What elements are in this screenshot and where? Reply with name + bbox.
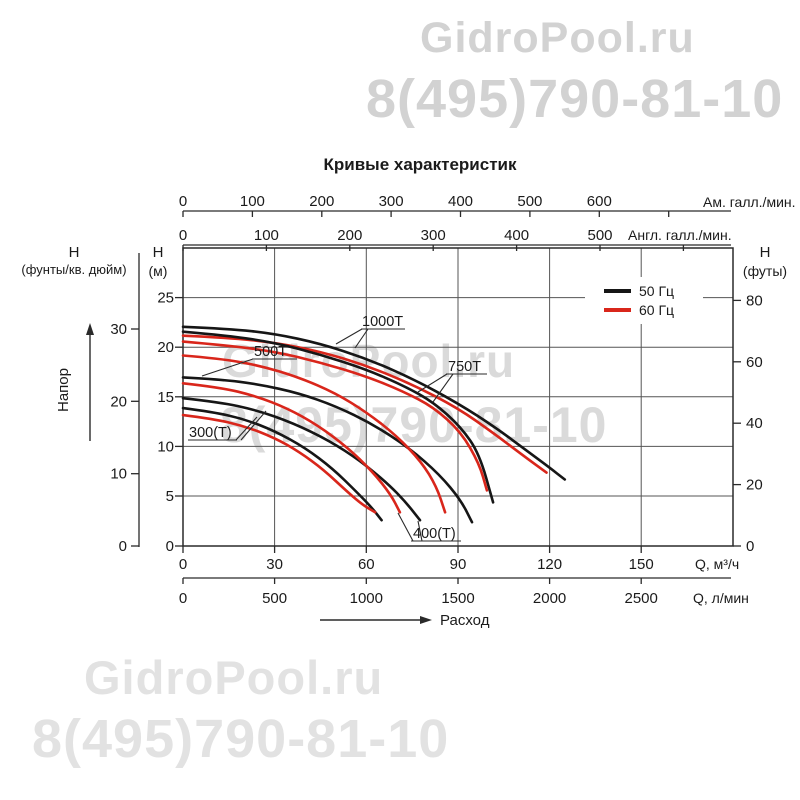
h-m-axis-name: H [153, 244, 164, 261]
axis-tick-label: 5 [166, 488, 174, 505]
axis-tick-label: 0 [119, 538, 127, 555]
imp-gpm-axis-unit: Англ. галл./мин. [628, 227, 732, 243]
axis-tick-label: 0 [179, 590, 187, 607]
legend-label-60hz: 60 Гц [639, 302, 674, 318]
axis-tick-label: 0 [166, 538, 174, 555]
pump-curve-300T-50hz [181, 406, 383, 522]
axis-tick-label: 0 [179, 556, 187, 573]
watermark-bottom-brand: GidroPool.ru [84, 651, 384, 704]
h-m-axis-sub: (м) [149, 263, 168, 279]
pump-curve-500T-50hz [181, 376, 474, 524]
axis-tick-label: 200 [337, 227, 362, 244]
pump-curve-1000T-50hz [181, 325, 567, 481]
h-ft-axis-sub: (футы) [743, 263, 787, 279]
legend-box [585, 277, 703, 324]
watermark-top-brand: GidroPool.ru [420, 14, 695, 62]
axis-tick-label: 500 [587, 227, 612, 244]
axis-tick-label: 90 [450, 556, 467, 573]
axis-tick-label: 100 [254, 227, 279, 244]
axis-tick-label: 20 [110, 393, 127, 410]
pump-curve-1000T-60hz [181, 334, 548, 474]
axis-tick-label: 300 [421, 227, 446, 244]
axis-tick-label: 400 [448, 193, 473, 210]
flow-axis-direction-label: Расход [440, 612, 490, 629]
axis-tick-label: 500 [517, 193, 542, 210]
pump-curve-400T-50hz [181, 396, 422, 522]
axis-tick-label: 30 [110, 321, 127, 338]
axis-tick-label: 20 [157, 339, 174, 356]
axis-tick-label: 100 [240, 193, 265, 210]
axis-tick-label: 1000 [350, 590, 383, 607]
h-psi-axis-sub: (фунты/кв. дюйм) [21, 262, 126, 277]
axis-tick-label: 600 [587, 193, 612, 210]
axis-tick-label: 25 [157, 290, 174, 307]
chart-title: Кривые характеристик [323, 155, 517, 174]
axis-tick-label: 2000 [533, 590, 566, 607]
axis-tick-label: 0 [179, 227, 187, 244]
axis-tick-label: 10 [110, 466, 127, 483]
watermark-bottom-phone: 8(495)790-81-10 [32, 709, 450, 769]
axis-tick-label: 120 [537, 556, 562, 573]
curve-label-300t: 300(T) [189, 425, 232, 441]
q-m3h-axis-unit: Q, м³/ч [695, 556, 739, 572]
axis-tick-label: 2500 [625, 590, 658, 607]
flow-arrow-right-icon [420, 616, 432, 624]
axis-tick-label: 0 [746, 538, 754, 555]
axis-tick-label: 40 [746, 415, 763, 432]
pump-curve-500T-60hz [181, 354, 447, 514]
axis-tick-label: 60 [746, 354, 763, 371]
pump-curve-750T-60hz [181, 340, 489, 492]
h-ft-axis-name: H [760, 244, 771, 261]
pump-curve-400T-60hz [181, 382, 402, 514]
axis-tick-label: 60 [358, 556, 375, 573]
curve-label-1000t: 1000T [362, 314, 403, 330]
axis-tick-label: 20 [746, 477, 763, 494]
axis-tick-label: 30 [266, 556, 283, 573]
axis-tick-label: 15 [157, 389, 174, 406]
legend-label-50hz: 50 Гц [639, 283, 674, 299]
curve-label-400t: 400(T) [413, 526, 456, 542]
q-lmin-axis-unit: Q, л/мин [693, 590, 749, 606]
axis-tick-label: 80 [746, 292, 763, 309]
h-psi-axis-name: H [69, 244, 80, 261]
head-axis-direction-label: Напор [55, 368, 72, 412]
axis-tick-label: 0 [179, 193, 187, 210]
axis-tick-label: 1500 [441, 590, 474, 607]
axis-tick-label: 150 [629, 556, 654, 573]
us-gpm-axis-unit: Ам. галл./мин. [703, 194, 796, 210]
pump-curve-750T-50hz [181, 330, 495, 504]
curve-label-500t: 500T [254, 344, 287, 360]
watermark-top-phone: 8(495)790-81-10 [366, 69, 784, 129]
axis-tick-label: 500 [262, 590, 287, 607]
axis-tick-label: 300 [379, 193, 404, 210]
axis-tick-label: 200 [309, 193, 334, 210]
curve-label-750t: 750T [448, 359, 481, 375]
axis-tick-label: 400 [504, 227, 529, 244]
axis-tick-label: 10 [157, 438, 174, 455]
pump-curve-300T-60hz [181, 413, 377, 514]
head-arrow-up-icon [86, 323, 94, 335]
